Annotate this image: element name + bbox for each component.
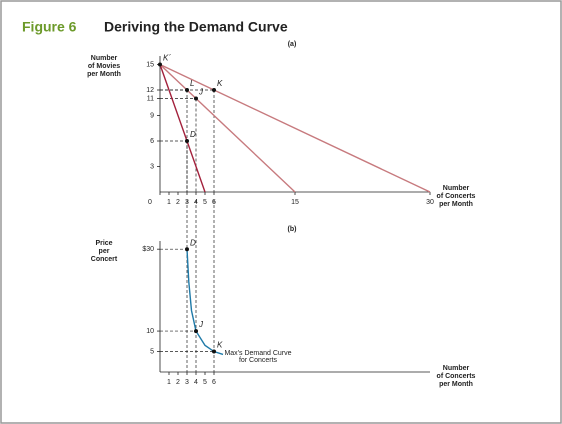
- point-label: D: [190, 130, 196, 139]
- y-tick-label: 12: [146, 87, 154, 94]
- y-tick-label: 5: [150, 348, 154, 355]
- x-axis-label: per Month: [439, 201, 473, 208]
- x-tick-label: 0: [148, 199, 152, 206]
- point: [158, 62, 162, 67]
- x-tick-label: 2: [176, 379, 180, 386]
- y-axis-label: per Month: [87, 71, 121, 78]
- series-line: [159, 63, 296, 193]
- x-axis-label: of Concerts: [437, 373, 476, 380]
- x-tick-label: 2: [176, 199, 180, 206]
- x-tick-label: 1: [167, 199, 171, 206]
- y-tick-label: 6: [150, 138, 154, 145]
- x-axis-label: Number: [443, 365, 470, 372]
- y-axis-label: per: [99, 248, 110, 255]
- y-axis-label: Number: [91, 55, 118, 62]
- x-tick-label: 1: [167, 379, 171, 386]
- y-tick-label: 11: [147, 95, 154, 102]
- y-tick-label: 15: [146, 61, 154, 68]
- point: [194, 329, 198, 334]
- y-tick-label: 3: [150, 163, 154, 170]
- point-label: J: [198, 320, 204, 329]
- y-axis-label: Price: [95, 240, 112, 247]
- x-axis-label: of Concerts: [437, 193, 476, 200]
- point: [185, 139, 189, 143]
- point-label: D: [190, 238, 196, 247]
- y-tick-label: 10: [146, 328, 154, 335]
- annotation: for Concerts: [239, 357, 278, 364]
- x-axis-label: Number: [443, 185, 470, 192]
- subtitle: (b): [288, 226, 297, 233]
- point: [212, 349, 216, 354]
- x-tick-label: 3: [185, 379, 189, 386]
- point-label: K: [217, 341, 223, 350]
- x-axis-label: per Month: [439, 381, 473, 388]
- y-tick-label: $30: [142, 246, 154, 253]
- x-tick-label: 30: [426, 199, 434, 206]
- y-tick-label: 9: [150, 112, 154, 119]
- x-tick-label: 4: [194, 379, 198, 386]
- point: [212, 88, 216, 92]
- point: [185, 247, 189, 252]
- point-label: L: [190, 79, 194, 88]
- point-label: K: [217, 79, 223, 88]
- series-line: [159, 64, 206, 193]
- point-label: K´: [163, 54, 171, 63]
- x-tick-label: 5: [203, 199, 207, 206]
- point: [194, 96, 198, 101]
- x-tick-label: 15: [291, 199, 299, 206]
- y-axis-label: of Movies: [88, 63, 120, 70]
- x-tick-label: 5: [203, 379, 207, 386]
- point: [185, 88, 189, 92]
- figure-title: Deriving the Demand Curve: [104, 19, 288, 35]
- point-label: J: [198, 88, 204, 97]
- subtitle: (a): [288, 41, 297, 48]
- figure-label: Figure 6: [22, 19, 77, 35]
- series-line: [159, 63, 431, 193]
- annotation: Max's Demand Curve: [224, 350, 291, 357]
- x-tick-label: 6: [212, 379, 216, 386]
- y-axis-label: Concert: [91, 256, 118, 263]
